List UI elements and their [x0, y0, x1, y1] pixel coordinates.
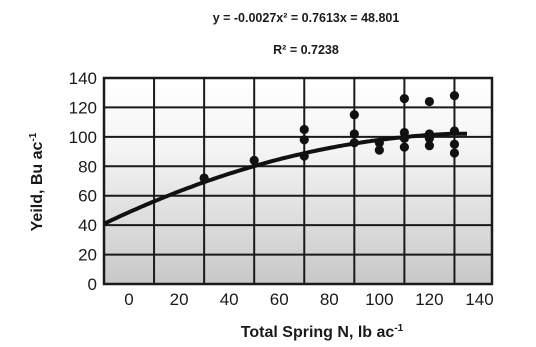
- x-tick-label: 100: [365, 290, 393, 309]
- plot-frame: [102, 76, 494, 286]
- y-tick-label: 80: [78, 157, 97, 176]
- data-point: [374, 145, 384, 155]
- x-tick-label: 20: [170, 290, 189, 309]
- data-point: [349, 138, 359, 148]
- data-point: [399, 133, 409, 143]
- y-tick-labels: 0 20 40 60 80 100 120 140: [69, 69, 97, 294]
- data-point: [399, 142, 409, 152]
- data-point: [449, 126, 460, 136]
- r-squared-annotation: R² = 0.7238: [273, 43, 339, 57]
- plot-area: [104, 78, 492, 284]
- data-point: [424, 141, 435, 151]
- x-axis-title: Total Spring N, lb ac-1: [241, 323, 404, 341]
- data-point: [249, 155, 259, 165]
- x-tick-label: 40: [220, 290, 239, 309]
- trend-line: [103, 131, 467, 226]
- x-tick-label: 0: [124, 290, 133, 309]
- data-point: [299, 135, 309, 145]
- data-point: [349, 110, 359, 120]
- y-tick-label: 0: [88, 275, 97, 294]
- data-point: [449, 148, 460, 158]
- data-point: [199, 173, 209, 183]
- y-tick-label: 140: [69, 69, 97, 88]
- data-point: [299, 151, 309, 161]
- x-tick-label: 60: [270, 290, 289, 309]
- data-point: [424, 133, 435, 143]
- x-tick-label: 80: [320, 290, 339, 309]
- y-tick-label: 120: [69, 98, 97, 117]
- data-point: [424, 96, 435, 107]
- data-point: [299, 124, 309, 135]
- data-point: [449, 139, 460, 149]
- data-point: [399, 94, 409, 104]
- x-tick-label: 120: [415, 290, 443, 309]
- x-tick-labels: 0 20 40 60 80 100 120 140: [124, 290, 493, 309]
- y-tick-label: 100: [69, 128, 97, 147]
- x-tick-label: 140: [465, 290, 493, 309]
- y-axis-title: Yeild, Bu ac-1: [28, 132, 46, 231]
- equation-annotation: y = -0.0027x² = 0.7613x = 48.801: [213, 11, 400, 25]
- y-tick-label: 60: [78, 187, 97, 206]
- grid-lines: [104, 77, 492, 285]
- data-point: [449, 91, 460, 101]
- y-tick-label: 20: [78, 246, 97, 265]
- data-point: [374, 138, 384, 148]
- data-points: [199, 91, 460, 183]
- data-point: [349, 129, 359, 139]
- y-tick-label: 40: [78, 216, 97, 235]
